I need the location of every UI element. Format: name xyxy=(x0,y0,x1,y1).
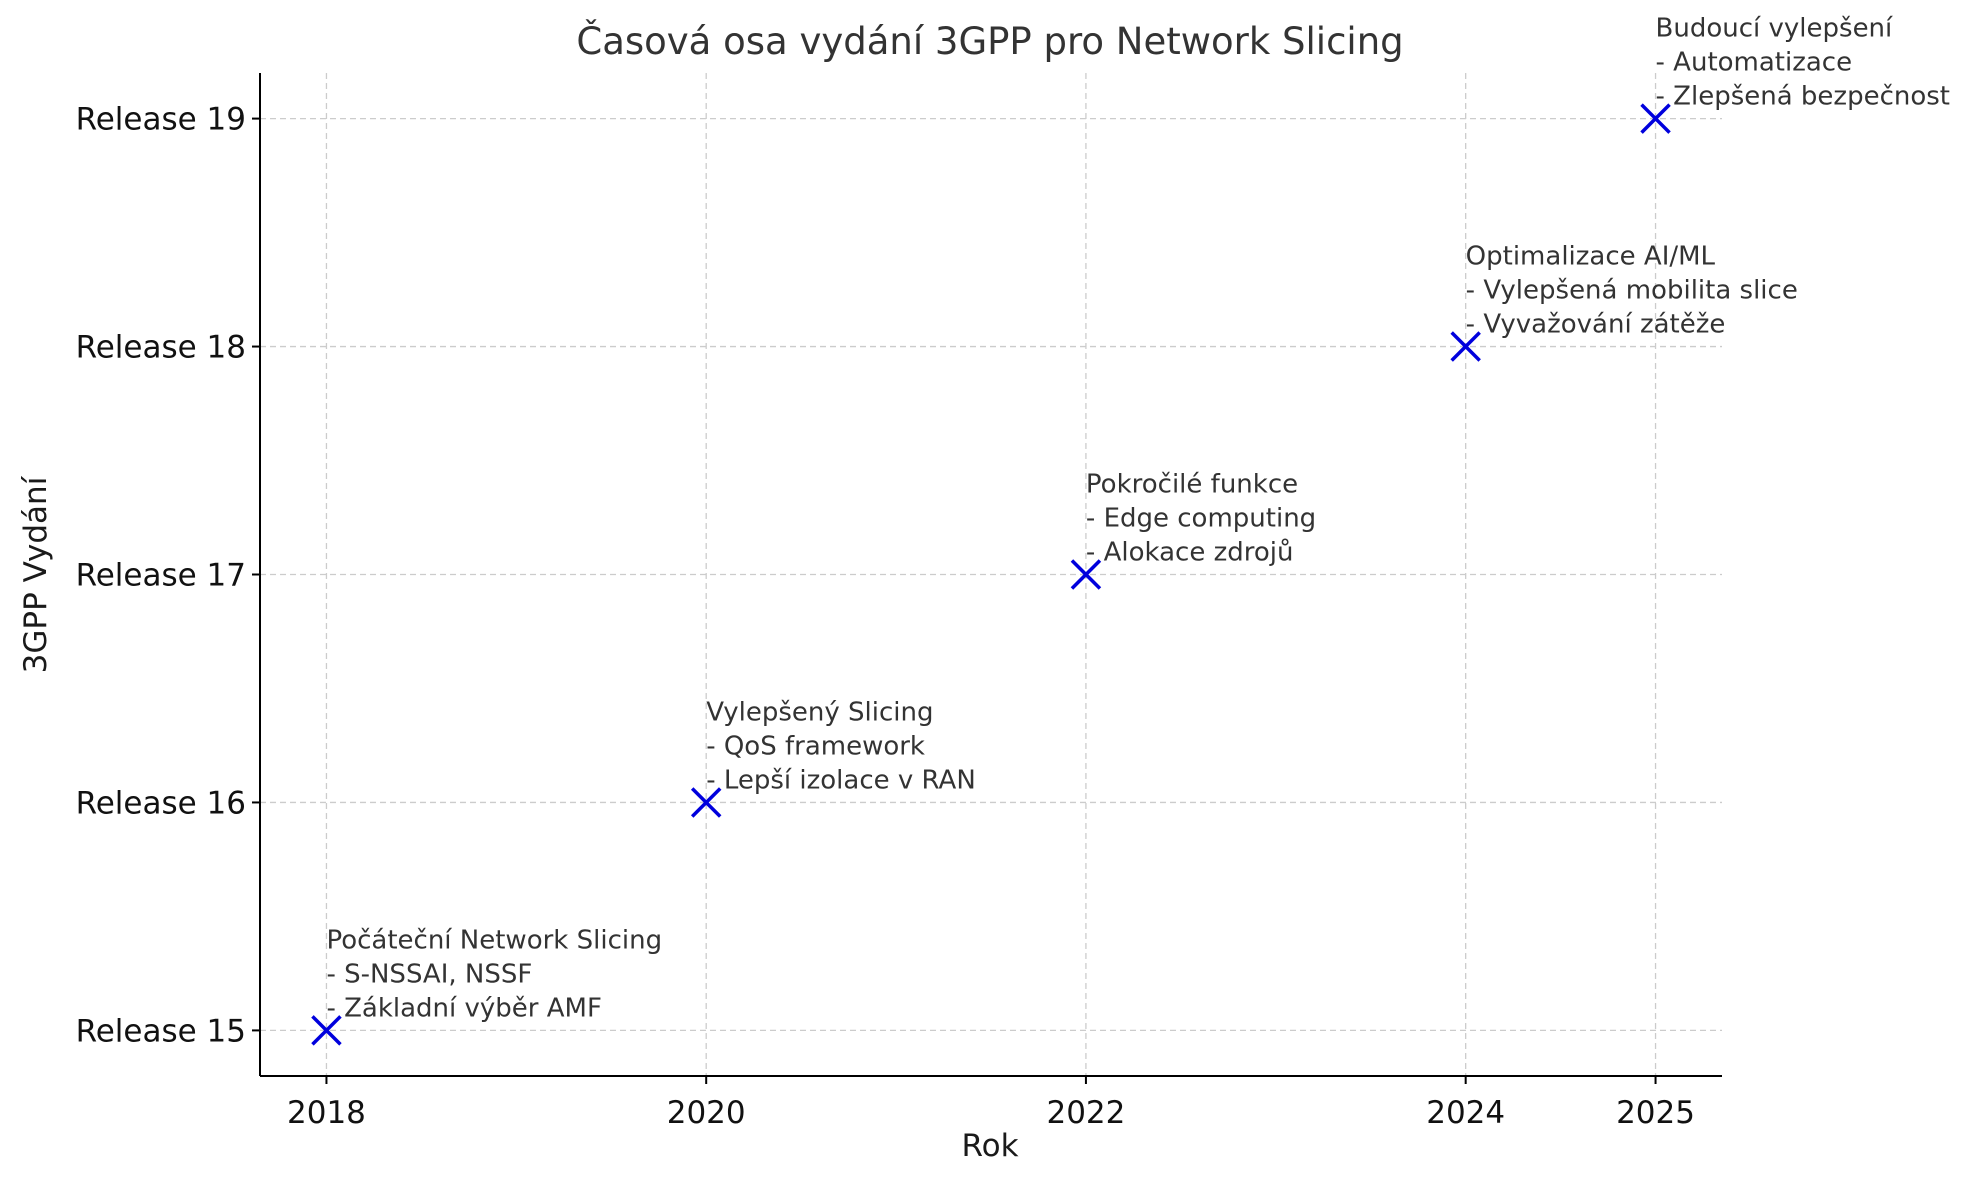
axis-ticks: 2018 2020 2022 2024 2025 Release 15 Release 16… xyxy=(76,102,1695,1131)
annotation-line: - Lepší izolace v RAN xyxy=(706,765,976,795)
annotation-heading: Budoucí vylepšení xyxy=(1656,14,1894,44)
annotation-line: - Vylepšená mobilita slice xyxy=(1466,276,1798,306)
x-tick-label: 2022 xyxy=(1046,1095,1125,1131)
x-marker-stroke xyxy=(1450,331,1481,362)
data-point: Pokročilé funkce - Edge computing - Alokac… xyxy=(1070,470,1316,590)
data-points: Počáteční Network Slicing - S-NSSAI, NSSF… xyxy=(311,14,1950,1046)
x-tick-label: 2025 xyxy=(1616,1095,1695,1131)
data-point: Budoucí vylepšení - Automatizace - Zlepšen… xyxy=(1640,14,1950,134)
annotation-line: - Edge computing xyxy=(1086,504,1316,534)
x-tick-label: 2020 xyxy=(667,1095,746,1131)
annotation-heading: Optimalizace AI/ML xyxy=(1466,242,1716,272)
y-tick-label: Release 18 xyxy=(76,330,246,366)
annotation-heading: Vylepšený Slicing xyxy=(706,697,933,727)
data-point: Optimalizace AI/ML - Vylepšená mobilita s… xyxy=(1450,242,1798,362)
y-axis-label: 3GPP Vydání xyxy=(18,475,54,673)
annotation-line: - S-NSSAI, NSSF xyxy=(326,959,532,989)
x-marker-stroke xyxy=(1070,559,1102,590)
grid-lines xyxy=(260,73,1722,1076)
x-marker-stroke xyxy=(690,787,722,818)
chart-title: Časová osa vydání 3GPP pro Network Slici… xyxy=(576,19,1403,63)
annotation-line: - Automatizace xyxy=(1656,48,1853,78)
x-tick-label: 2018 xyxy=(287,1095,366,1131)
x-tick-label: 2024 xyxy=(1426,1095,1505,1131)
x-axis-label: Rok xyxy=(961,1128,1018,1164)
x-marker-stroke xyxy=(1640,103,1671,134)
y-tick-label: Release 16 xyxy=(76,785,246,821)
data-point: Počáteční Network Slicing - S-NSSAI, NSSF… xyxy=(311,925,662,1046)
annotation-line: - Základní výběr AMF xyxy=(326,993,601,1023)
annotation-line: - Vyvažování zátěže xyxy=(1466,310,1726,340)
y-tick-label: Release 17 xyxy=(76,558,246,594)
x-marker-stroke xyxy=(311,1015,342,1046)
data-point: Vylepšený Slicing - QoS framework - Lepší … xyxy=(690,697,976,818)
annotation-line: - QoS framework xyxy=(706,731,925,761)
y-tick-label: Release 19 xyxy=(76,102,246,138)
y-tick-label: Release 15 xyxy=(76,1013,246,1049)
annotation-line: - Zlepšená bezpečnost xyxy=(1656,82,1950,112)
annotation-heading: Pokročilé funkce xyxy=(1086,470,1298,500)
annotation-line: - Alokace zdrojů xyxy=(1086,538,1294,568)
annotation-heading: Počáteční Network Slicing xyxy=(326,925,662,955)
